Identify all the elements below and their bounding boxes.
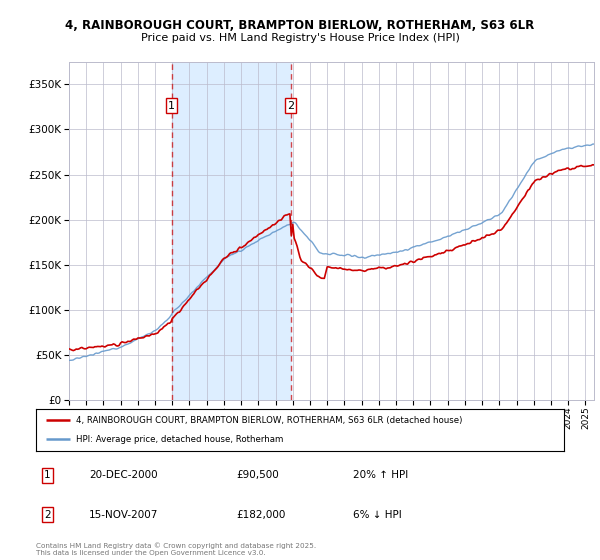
Text: 4, RAINBOROUGH COURT, BRAMPTON BIERLOW, ROTHERHAM, S63 6LR (detached house): 4, RAINBOROUGH COURT, BRAMPTON BIERLOW, … — [76, 416, 462, 424]
Text: 6% ↓ HPI: 6% ↓ HPI — [353, 510, 401, 520]
Text: 2: 2 — [44, 510, 51, 520]
Text: 1: 1 — [168, 101, 175, 111]
Text: 20-DEC-2000: 20-DEC-2000 — [89, 470, 157, 480]
Text: 2: 2 — [287, 101, 294, 111]
Text: 4, RAINBOROUGH COURT, BRAMPTON BIERLOW, ROTHERHAM, S63 6LR: 4, RAINBOROUGH COURT, BRAMPTON BIERLOW, … — [65, 18, 535, 32]
Text: 15-NOV-2007: 15-NOV-2007 — [89, 510, 158, 520]
Text: 20% ↑ HPI: 20% ↑ HPI — [353, 470, 408, 480]
Bar — [172, 62, 291, 400]
Text: HPI: Average price, detached house, Rotherham: HPI: Average price, detached house, Roth… — [76, 435, 283, 444]
Text: Price paid vs. HM Land Registry's House Price Index (HPI): Price paid vs. HM Land Registry's House … — [140, 32, 460, 43]
Text: Contains HM Land Registry data © Crown copyright and database right 2025.
This d: Contains HM Land Registry data © Crown c… — [36, 542, 316, 556]
Text: £90,500: £90,500 — [236, 470, 280, 480]
Text: £182,000: £182,000 — [236, 510, 286, 520]
Text: 1: 1 — [44, 470, 51, 480]
